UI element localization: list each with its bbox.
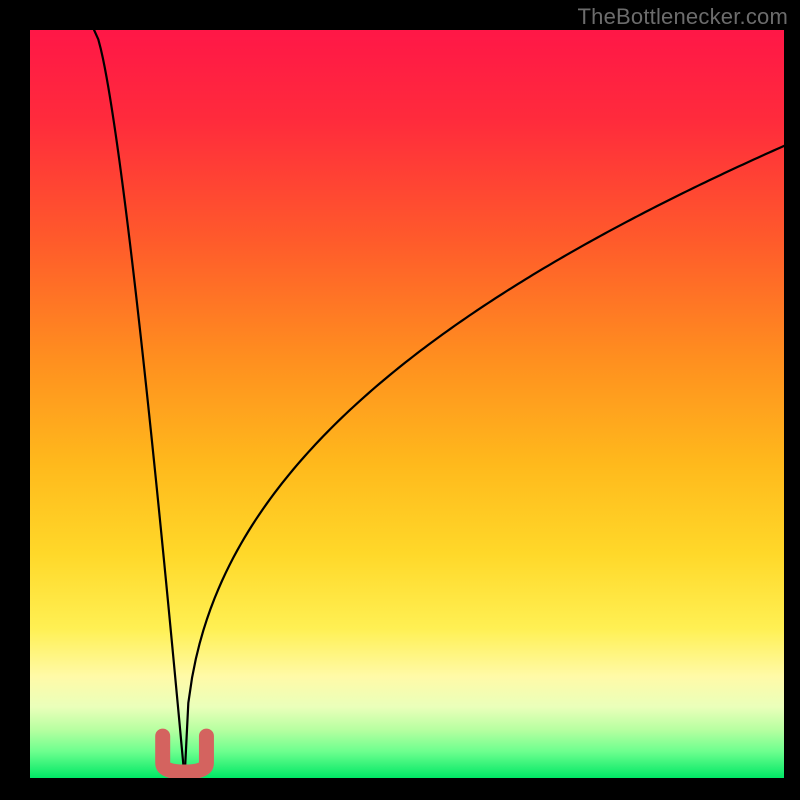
frame-border-left — [0, 0, 30, 800]
frame-border-bottom — [0, 778, 800, 800]
plot-area — [30, 30, 784, 778]
chart-svg — [30, 30, 784, 778]
watermark-text: TheBottlenecker.com — [578, 4, 788, 30]
frame-border-right — [784, 0, 800, 800]
chart-frame: TheBottlenecker.com — [0, 0, 800, 800]
plot-background — [30, 30, 784, 778]
